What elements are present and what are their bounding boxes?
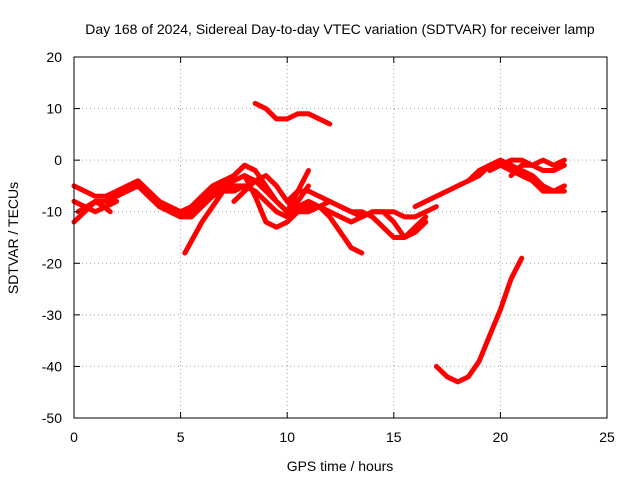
y-tick-label: -20 — [42, 255, 62, 271]
series-arc-4 — [75, 198, 113, 215]
grid — [74, 57, 607, 418]
y-tick-label: 20 — [46, 49, 62, 65]
y-tick-label: 10 — [46, 101, 62, 117]
series-arc-2 — [71, 183, 248, 225]
y-tick-label: -10 — [42, 204, 62, 220]
y-tick-label: -40 — [42, 358, 62, 374]
series-arc-10 — [284, 188, 429, 240]
series-arc-12 — [252, 100, 333, 127]
x-axis-label: GPS time / hours — [287, 458, 394, 474]
x-tick-label: 15 — [386, 429, 402, 445]
x-tick-label: 10 — [279, 429, 295, 445]
series-arc-18 — [433, 255, 525, 385]
series-arc-6 — [182, 162, 365, 256]
series-arc-11 — [284, 168, 311, 215]
y-tick-label: -50 — [42, 410, 62, 426]
y-axis-label: SDTVAR / TECUs — [5, 182, 21, 294]
series-arc-16 — [487, 157, 567, 173]
axis-ticks: 0 5 10 15 20 25 -50 -40 -30 -20 -10 0 10 20 — [42, 49, 615, 445]
x-tick-label: 0 — [70, 429, 78, 445]
y-tick-label: -30 — [42, 307, 62, 323]
series-arc-9 — [242, 173, 439, 230]
x-tick-label: 5 — [177, 429, 185, 445]
chart-title: Day 168 of 2024, Sidereal Day-to-day VTE… — [85, 21, 595, 37]
series-arc-13 — [338, 204, 429, 240]
x-tick-label: 25 — [599, 429, 615, 445]
series-arc-3 — [71, 198, 120, 215]
plot-series — [71, 100, 567, 385]
y-tick-label: 0 — [54, 152, 62, 168]
series-arc-17 — [508, 157, 567, 179]
x-tick-label: 20 — [493, 429, 509, 445]
plot-frame — [73, 56, 608, 419]
